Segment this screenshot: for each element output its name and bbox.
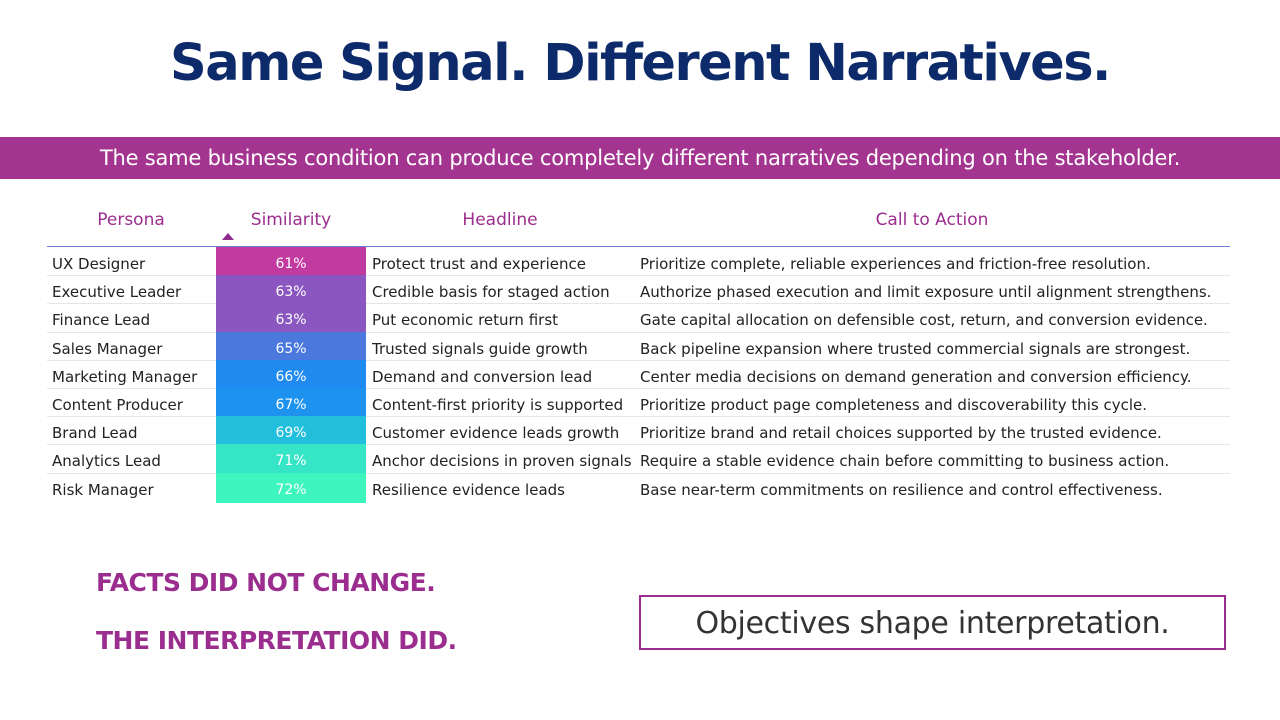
persona-cell: UX Designer (52, 255, 146, 273)
similarity-cell: 67% (216, 387, 366, 418)
page-title: Same Signal. Different Narratives. (170, 34, 1111, 93)
headline-cell: Content-first priority is supported (372, 395, 624, 414)
header-similarity[interactable]: Similarity (250, 210, 332, 230)
call-to-action-cell: Require a stable evidence chain before c… (640, 452, 1170, 471)
similarity-cell: 69% (216, 416, 366, 447)
persona-cell: Sales Manager (52, 339, 163, 358)
call-to-action-cell: Prioritize complete, reliable experience… (640, 255, 1151, 273)
persona-cell: Content Producer (52, 395, 183, 414)
similarity-cell: 72% (216, 472, 366, 503)
facts-statement: FACTS DID NOT CHANGE. (96, 568, 436, 597)
persona-table: UX Designer 61% Protect trust and experien… (47, 247, 1230, 503)
call-to-action-cell: Authorize phased execution and limit exp… (640, 283, 1212, 302)
table-row[interactable]: Risk Manager 72% Resilience evidence leads… (47, 472, 1230, 503)
call-to-action-cell: Base near-term commitments on resilience… (640, 480, 1163, 499)
persona-cell: Analytics Lead (52, 452, 161, 471)
table-row[interactable]: Content Producer 67% Content-first priorit… (47, 387, 1230, 418)
call-to-action-cell: Prioritize product page completeness and… (640, 395, 1148, 414)
persona-cell: Executive Leader (52, 283, 182, 302)
interpretation-statement: THE INTERPRETATION DID. (96, 626, 457, 655)
table-row[interactable]: Analytics Lead 71% Anchor decisions in pro… (47, 444, 1230, 475)
headline-cell: Demand and conversion lead (372, 367, 593, 386)
similarity-cell: 71% (216, 444, 366, 475)
table-row[interactable]: Marketing Manager 66% Demand and conversio… (47, 359, 1230, 390)
call-to-action-cell: Center media decisions on demand generat… (640, 367, 1192, 386)
header-divider (47, 246, 1230, 247)
persona-cell: Brand Lead (52, 424, 138, 443)
persona-cell: Risk Manager (52, 480, 154, 499)
objective-text: Objectives shape interpretation. (695, 606, 1170, 641)
objective-callout: Objectives shape interpretation. (639, 595, 1226, 650)
headline-cell: Customer evidence leads growth (372, 424, 620, 443)
similarity-cell: 65% (216, 331, 366, 362)
header-persona[interactable]: Persona (97, 210, 165, 230)
similarity-cell: 61% (216, 247, 366, 277)
headline-cell: Protect trust and experience (372, 255, 586, 273)
call-to-action-cell: Prioritize brand and retail choices supp… (640, 424, 1162, 443)
headline-cell: Resilience evidence leads (372, 480, 565, 499)
header-headline[interactable]: Headline (462, 210, 538, 230)
subtitle-text: The same business condition can produce … (99, 146, 1181, 170)
subtitle-banner: The same business condition can produce … (0, 137, 1280, 179)
sort-ascending-icon[interactable] (222, 233, 234, 240)
table-row[interactable]: Sales Manager 65% Trusted signals guide gr… (47, 331, 1230, 362)
call-to-action-cell: Gate capital allocation on defensible co… (640, 311, 1208, 330)
table-row[interactable]: Finance Lead 63% Put economic return first… (47, 303, 1230, 334)
header-call-to-action[interactable]: Call to Action (875, 210, 989, 230)
similarity-cell: 63% (216, 275, 366, 306)
similarity-cell: 66% (216, 359, 366, 390)
persona-cell: Finance Lead (52, 311, 151, 330)
headline-cell: Credible basis for staged action (372, 283, 610, 302)
persona-cell: Marketing Manager (52, 367, 198, 386)
similarity-cell: 63% (216, 303, 366, 334)
table-row[interactable]: Executive Leader 63% Credible basis for st… (47, 275, 1230, 306)
table-row[interactable]: Brand Lead 69% Customer evidence leads gro… (47, 416, 1230, 447)
headline-cell: Trusted signals guide growth (372, 339, 588, 358)
table-row[interactable]: UX Designer 61% Protect trust and experien… (47, 247, 1230, 277)
call-to-action-cell: Back pipeline expansion where trusted co… (640, 339, 1191, 358)
headline-cell: Put economic return first (372, 311, 559, 330)
headline-cell: Anchor decisions in proven signals (372, 452, 632, 471)
